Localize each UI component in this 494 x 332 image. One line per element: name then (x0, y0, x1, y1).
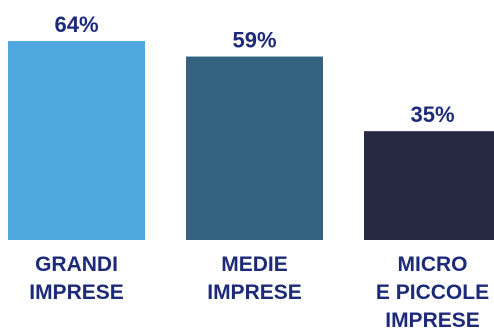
category-label-1: GRANDI IMPRESE (29, 253, 124, 304)
bar-1 (8, 41, 145, 240)
value-label-3: 35% (410, 102, 454, 127)
value-labels-group: 64% 59% 35% (54, 12, 454, 127)
category-label-line: E PICCOLE (376, 281, 489, 304)
category-label-line: MEDIE (221, 253, 288, 276)
category-labels-group: GRANDI IMPRESE MEDIE IMPRESE MICRO E PICCOLE I… (29, 253, 489, 332)
category-label-3: MICRO E PICCOLE IMPRESE (376, 253, 489, 332)
bar-3 (364, 131, 494, 240)
category-label-line: MICRO (398, 253, 468, 276)
category-label-2: MEDIE IMPRESE (207, 253, 302, 304)
bar-2 (186, 56, 323, 240)
category-label-line: IMPRESE (385, 309, 480, 332)
value-label-2: 59% (232, 28, 276, 53)
category-label-line: IMPRESE (207, 281, 302, 304)
category-label-line: GRANDI (35, 253, 118, 276)
category-label-line: IMPRESE (29, 281, 124, 304)
bars-group (8, 41, 494, 240)
value-label-1: 64% (54, 12, 98, 37)
